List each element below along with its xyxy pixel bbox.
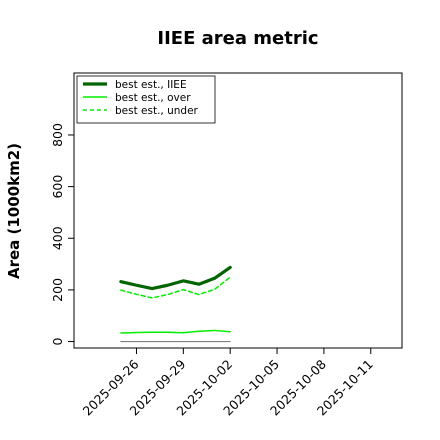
legend-label: best est., under bbox=[115, 105, 199, 117]
plot-frame bbox=[73, 72, 403, 349]
series-layer bbox=[119, 265, 232, 343]
y-axis-label: Area (1000km2) bbox=[5, 143, 23, 279]
series-line-best-est-iiee bbox=[119, 265, 232, 291]
chart-title: IIEE area metric bbox=[157, 28, 318, 49]
legend-label: best est., IIEE bbox=[115, 79, 187, 91]
x-axis: 2025-09-262025-09-292025-10-022025-10-05… bbox=[80, 348, 376, 418]
series-line-best-est-under bbox=[120, 276, 231, 299]
y-axis: 0 200 400 600 800 bbox=[50, 123, 74, 346]
series-line-best-est-over bbox=[120, 329, 231, 334]
y-tick-label: 600 bbox=[50, 175, 65, 199]
y-tick-label: 400 bbox=[50, 226, 65, 250]
legend-label: best est., over bbox=[115, 92, 191, 104]
y-tick-label: 800 bbox=[50, 123, 65, 147]
y-tick-label: 0 bbox=[50, 338, 65, 346]
y-tick-label: 200 bbox=[50, 278, 65, 302]
